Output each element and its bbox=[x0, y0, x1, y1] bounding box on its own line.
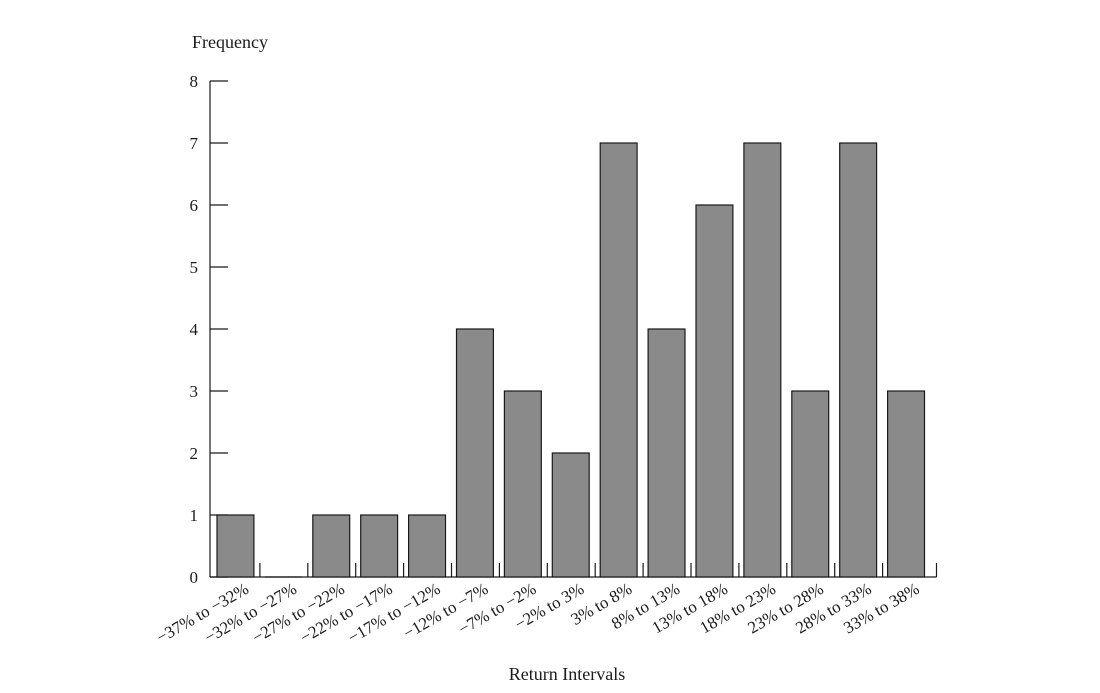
bar bbox=[743, 142, 782, 578]
y-tick-label: 5 bbox=[190, 258, 199, 277]
y-axis: 0 1 2 3 4 5 6 7 8 bbox=[190, 72, 228, 587]
bar bbox=[455, 328, 495, 578]
y-tick-label: 7 bbox=[190, 134, 199, 153]
bars-group bbox=[216, 142, 926, 578]
bar bbox=[360, 514, 399, 578]
y-tick-label: 6 bbox=[190, 196, 199, 215]
x-axis-title: Return Intervals bbox=[509, 664, 625, 684]
bar bbox=[839, 142, 878, 578]
bar bbox=[312, 514, 351, 578]
bar bbox=[791, 390, 830, 578]
y-tick-label: 0 bbox=[190, 568, 199, 587]
bar bbox=[216, 514, 255, 578]
bar bbox=[503, 390, 542, 578]
bar bbox=[599, 142, 638, 578]
x-tick-labels: −37% to −32%−32% to −27%−27% to −22%−22%… bbox=[153, 579, 923, 647]
y-tick-label: 1 bbox=[190, 506, 199, 525]
bar bbox=[695, 204, 734, 578]
bar bbox=[408, 514, 447, 578]
y-tick-label: 8 bbox=[190, 72, 199, 91]
bar bbox=[886, 390, 926, 578]
y-tick-label: 2 bbox=[190, 444, 199, 463]
y-tick-label: 3 bbox=[190, 382, 199, 401]
y-tick-label: 4 bbox=[190, 320, 199, 339]
bar bbox=[647, 328, 686, 578]
bar bbox=[551, 452, 590, 578]
y-axis-title: Frequency bbox=[192, 32, 268, 52]
